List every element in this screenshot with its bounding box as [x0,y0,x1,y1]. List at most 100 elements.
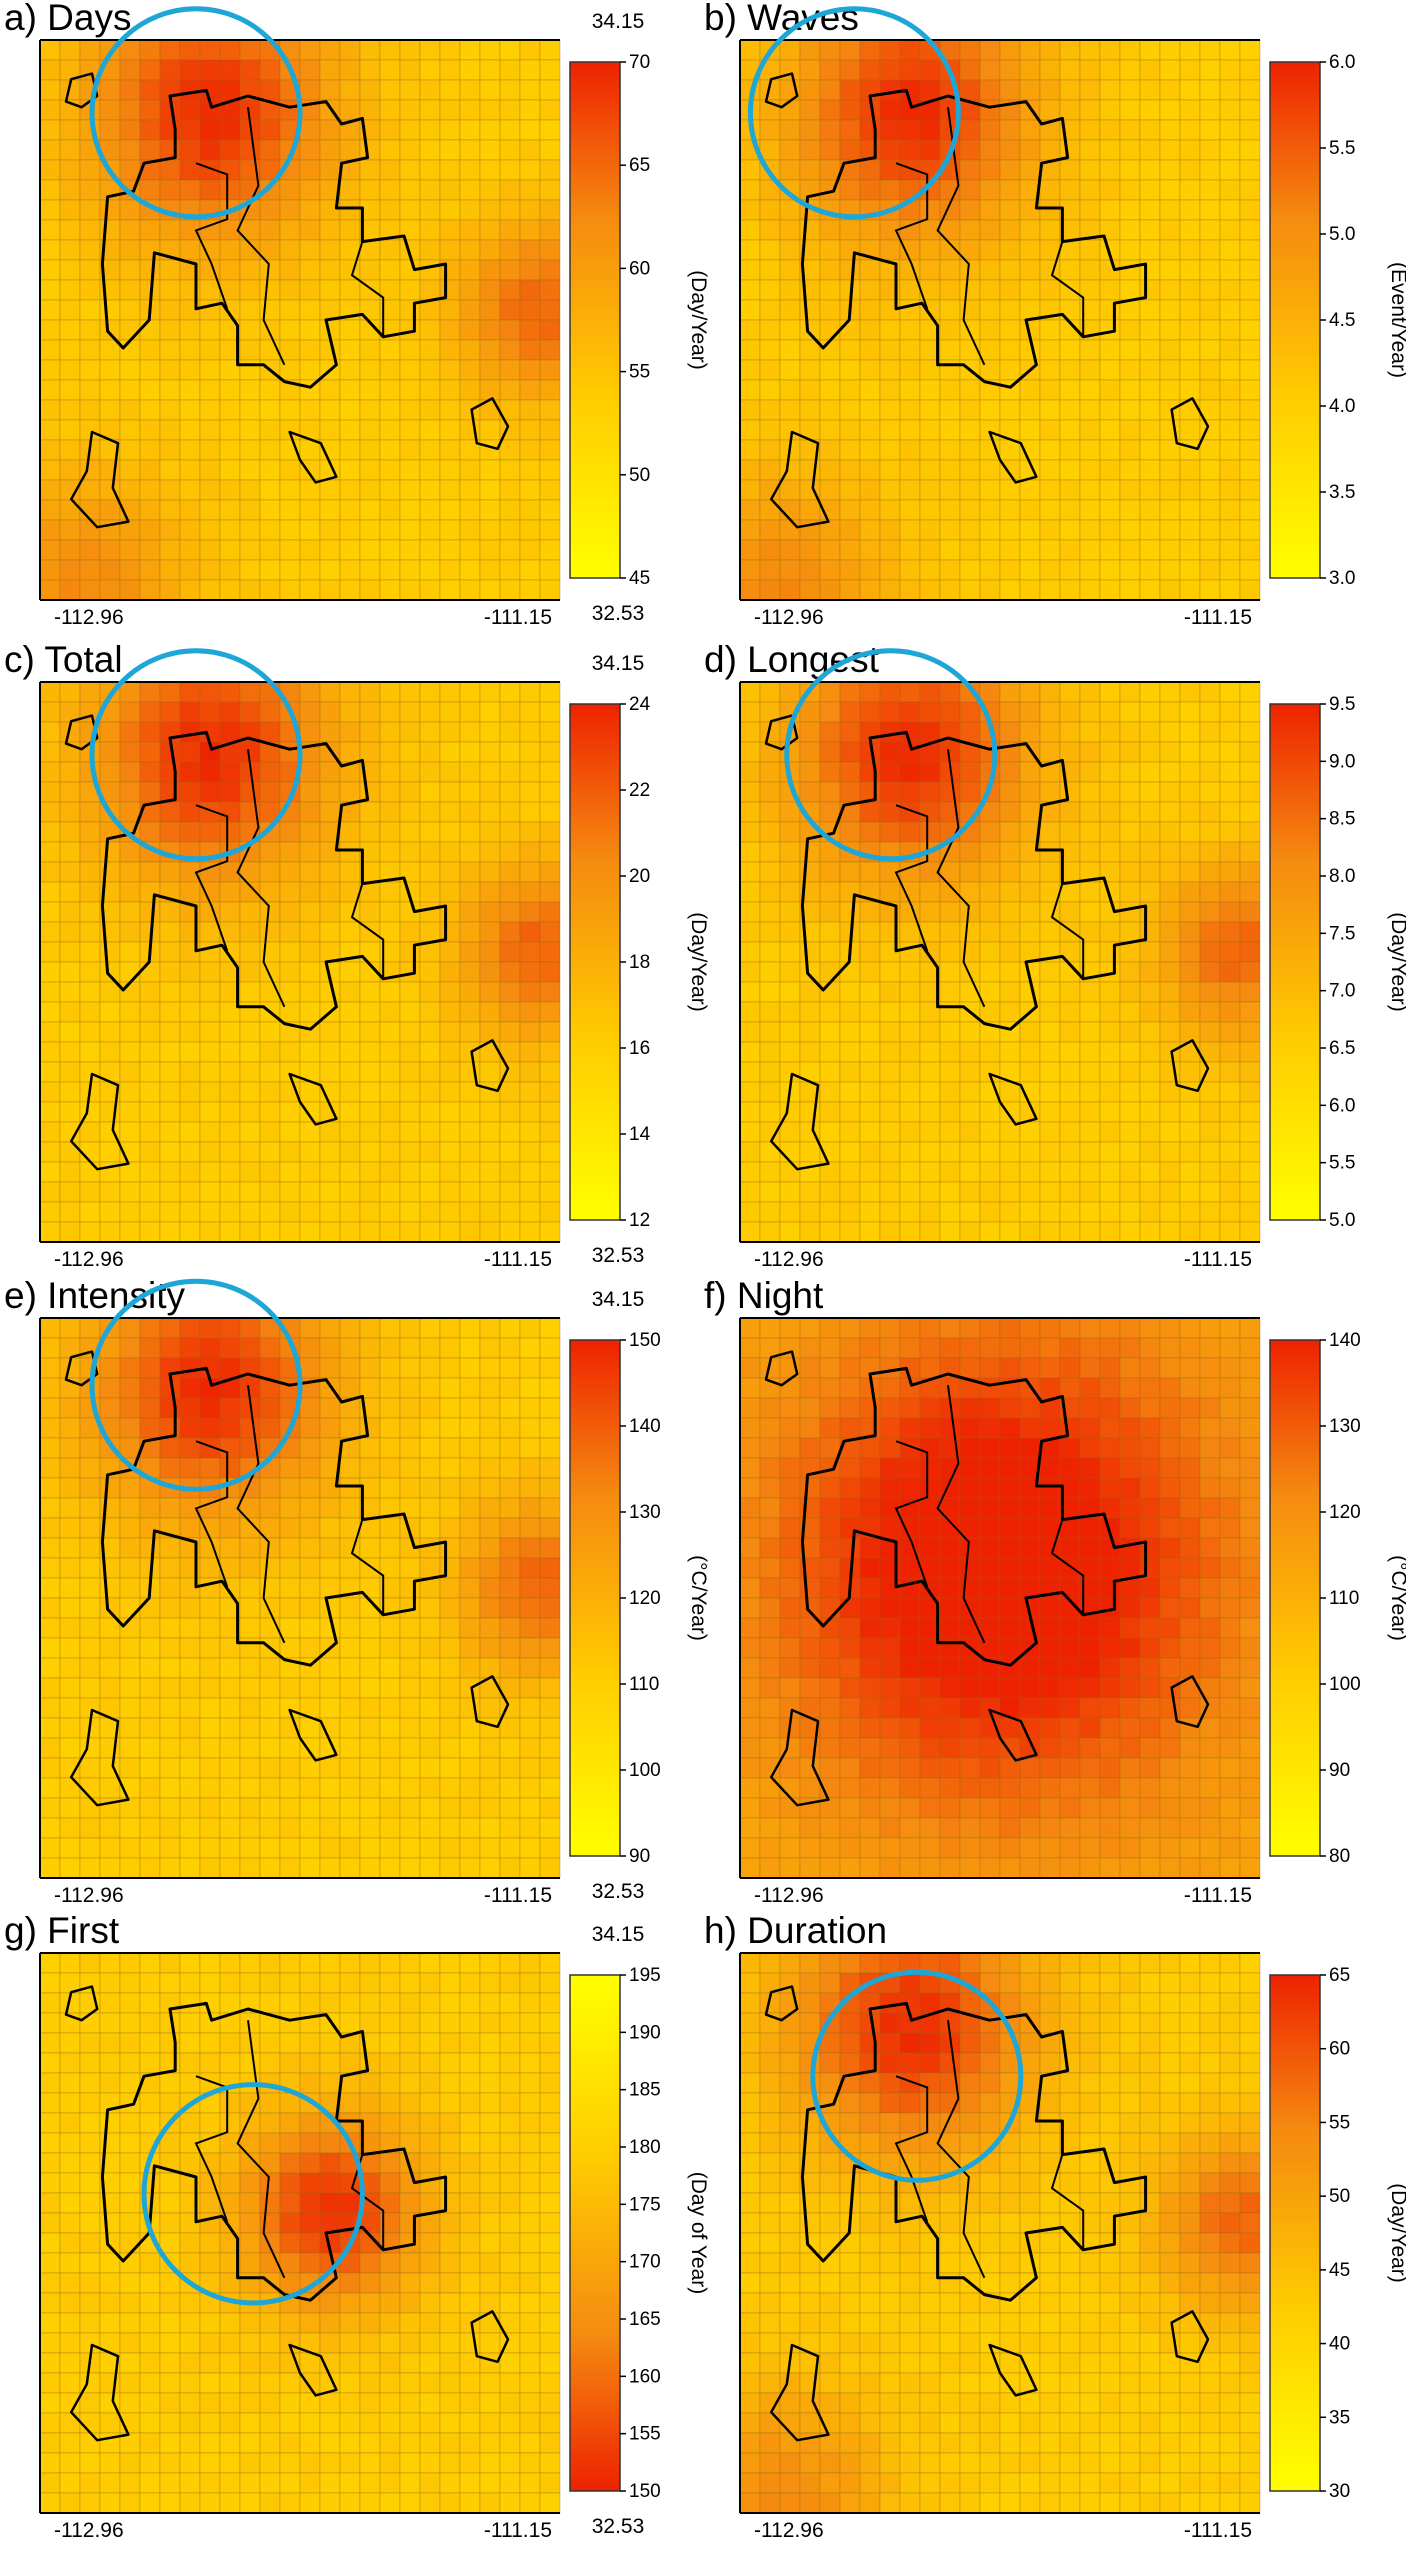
heatmap-cell [1239,981,1261,1003]
heatmap-cell [1079,1637,1101,1659]
heatmap-cell [1099,579,1121,601]
heatmap-cell [819,1617,841,1639]
heatmap-cell [779,1777,801,1799]
heatmap-cell [139,1817,161,1839]
heatmap-cell [999,259,1021,281]
heatmap-cell [519,499,541,521]
heatmap-cell [199,119,221,141]
heatmap-cell [539,1597,561,1619]
heatmap-cell [919,1101,941,1123]
heatmap-cell [759,399,781,421]
heatmap-cell [899,579,921,601]
heatmap-cell [239,1557,261,1579]
heatmap-cell [379,1457,401,1479]
heatmap-cell [1119,239,1141,261]
heatmap-cell [339,1857,361,1879]
heatmap-cell [299,1181,321,1203]
heatmap-cell [119,479,141,501]
heatmap-cell [359,579,381,601]
heatmap-cell [259,1041,281,1063]
heatmap-cell [479,1757,501,1779]
heatmap-cell [1239,1817,1261,1839]
heatmap-cell [939,559,961,581]
heatmap-cell [39,1697,61,1719]
heatmap-cell [439,119,461,141]
heatmap-cell [879,59,901,81]
heatmap-cell [1199,259,1221,281]
heatmap-cell [459,2172,481,2194]
heatmap-cell [79,1437,101,1459]
heatmap-cell [119,579,141,601]
heatmap-cell [119,159,141,181]
heatmap-cell [739,1181,761,1203]
heatmap-cell [999,119,1021,141]
heatmap-cell [759,921,781,943]
heatmap-cell [219,1517,241,1539]
heatmap-cell [299,1597,321,1619]
heatmap-cell [239,981,261,1003]
heatmap-cell [859,119,881,141]
heatmap-cell [1119,1817,1141,1839]
heatmap-cell [479,761,501,783]
heatmap-cell [879,961,901,983]
heatmap-cell [239,1637,261,1659]
heatmap-cell [1199,961,1221,983]
heatmap-cell [1219,1181,1241,1203]
heatmap-cell [1159,99,1181,121]
heatmap-cell [1039,721,1061,743]
heatmap-cell [139,1021,161,1043]
heatmap-cell [399,399,421,421]
heatmap-cell [1139,1797,1161,1819]
internal-boundary-line [350,1519,385,1615]
heatmap-cell [539,1992,561,2014]
heatmap-cell [1219,1001,1241,1023]
heatmap-cell [39,1757,61,1779]
heatmap-cell [59,1577,81,1599]
heatmap-cell [319,2192,341,2214]
heatmap-cell [299,259,321,281]
heatmap-cell [1139,199,1161,221]
heatmap-cell [539,1657,561,1679]
heatmap-cell [339,2052,361,2074]
heatmap-cell [319,219,341,241]
heatmap-cell [1039,961,1061,983]
colorbar-tick-label: 4.0 [1329,396,1355,417]
heatmap-cell [1099,159,1121,181]
heatmap-cell [1139,1201,1161,1223]
heatmap-cell [459,1141,481,1163]
heatmap-cell [259,539,281,561]
heatmap-cell [1239,1477,1261,1499]
heatmap-cell [539,1717,561,1739]
heatmap-cell [439,519,461,541]
heatmap-cell [219,1337,241,1359]
heatmap-cell [979,1777,1001,1799]
heatmap-cell [299,1041,321,1063]
heatmap-cell [159,1181,181,1203]
heatmap-cell [299,801,321,823]
heatmap-cell [239,1121,261,1143]
heatmap-cell [1239,1041,1261,1063]
heatmap-cell [759,419,781,441]
heatmap-cell [399,99,421,121]
heatmap-cell [1119,1857,1141,1879]
heatmap-cell [479,681,501,703]
heatmap-cell [1099,721,1121,743]
heatmap-cell [759,1061,781,1083]
heatmap-cell [879,1857,901,1879]
heatmap-cell [1039,219,1061,241]
heatmap-cell [219,519,241,541]
heatmap-cell [979,1121,1001,1143]
heatmap-cell [79,2172,101,2194]
heatmap-cell [159,1617,181,1639]
heatmap-cell [219,881,241,903]
heatmap-cell [739,1161,761,1183]
heatmap-cell [1079,1537,1101,1559]
heatmap-cell [359,801,381,823]
heatmap-cell [179,1677,201,1699]
heatmap-cell [819,59,841,81]
heatmap-cell [819,259,841,281]
heatmap-cell [259,841,281,863]
heatmap-cell [939,1697,961,1719]
heatmap-cell [179,1817,201,1839]
